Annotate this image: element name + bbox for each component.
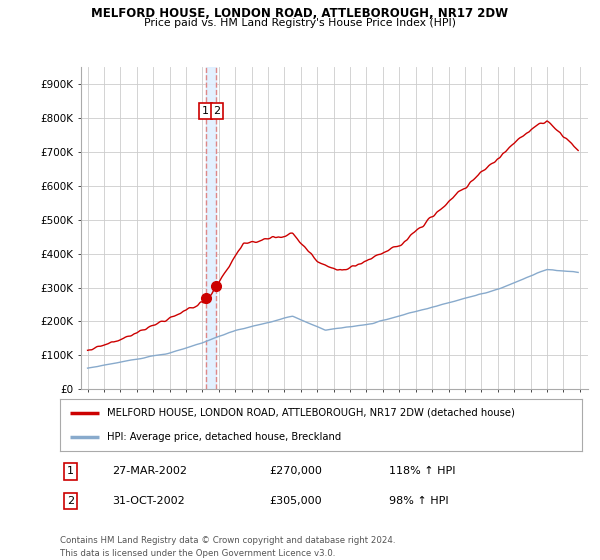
Text: 1: 1 <box>202 106 209 116</box>
Text: 118% ↑ HPI: 118% ↑ HPI <box>389 466 455 477</box>
Text: MELFORD HOUSE, LONDON ROAD, ATTLEBOROUGH, NR17 2DW: MELFORD HOUSE, LONDON ROAD, ATTLEBOROUGH… <box>91 7 509 20</box>
Text: 1: 1 <box>67 466 74 477</box>
Text: MELFORD HOUSE, LONDON ROAD, ATTLEBOROUGH, NR17 2DW (detached house): MELFORD HOUSE, LONDON ROAD, ATTLEBOROUGH… <box>107 408 515 418</box>
Text: Contains HM Land Registry data © Crown copyright and database right 2024.
This d: Contains HM Land Registry data © Crown c… <box>60 536 395 558</box>
Text: HPI: Average price, detached house, Breckland: HPI: Average price, detached house, Brec… <box>107 432 341 442</box>
Text: 2: 2 <box>213 106 220 116</box>
Text: 31-OCT-2002: 31-OCT-2002 <box>112 496 185 506</box>
Bar <box>206 67 216 389</box>
Text: 98% ↑ HPI: 98% ↑ HPI <box>389 496 448 506</box>
Text: £305,000: £305,000 <box>269 496 322 506</box>
Text: £270,000: £270,000 <box>269 466 322 477</box>
Text: 2: 2 <box>67 496 74 506</box>
Text: Price paid vs. HM Land Registry's House Price Index (HPI): Price paid vs. HM Land Registry's House … <box>144 18 456 28</box>
Text: 27-MAR-2002: 27-MAR-2002 <box>112 466 187 477</box>
